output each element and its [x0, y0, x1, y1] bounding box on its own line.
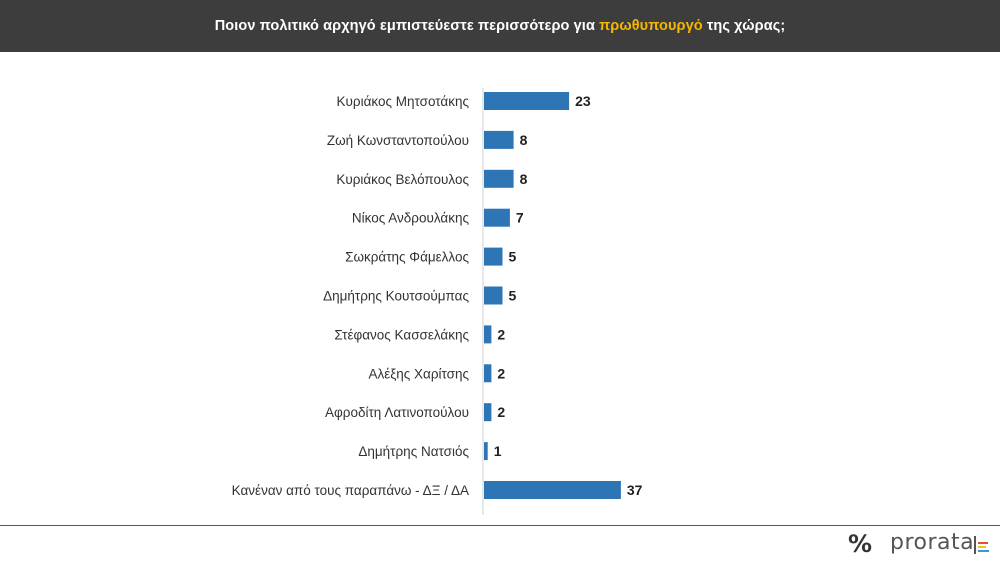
category-label: Αλέξης Χαρίτσης	[368, 366, 469, 381]
data-label: 5	[509, 249, 517, 265]
category-label: Κανέναν από τους παραπάνω - ΔΞ / ΔΑ	[232, 483, 469, 498]
data-label: 8	[520, 132, 528, 148]
brand-mark-icon	[974, 536, 990, 554]
percent-symbol: %	[848, 530, 873, 558]
data-label: 2	[497, 404, 505, 420]
bar	[484, 208, 510, 227]
bar	[484, 169, 514, 188]
category-label: Δημήτρης Νατσιός	[358, 444, 469, 459]
data-label: 2	[497, 365, 505, 381]
category-label: Νίκος Ανδρουλάκης	[352, 211, 470, 226]
footer-divider	[0, 525, 1000, 526]
bar	[484, 92, 570, 110]
category-label: Ζωή Κωνσταντοπούλου	[327, 133, 469, 148]
chart-title-bar: Ποιον πολιτικό αρχηγό εμπιστεύεστε περισ…	[0, 0, 1000, 52]
data-label: 2	[497, 326, 505, 342]
category-label: Σωκράτης Φάμελλος	[345, 250, 469, 265]
bar	[484, 442, 488, 461]
data-label: 37	[627, 482, 643, 498]
title-text: Ποιον πολιτικό αρχηγό εμπιστεύεστε περισ…	[214, 18, 595, 34]
bar	[484, 286, 503, 305]
title-highlight: πρωθυπουργό	[599, 18, 703, 34]
bar	[484, 325, 492, 344]
data-label: 7	[516, 210, 524, 226]
category-label: Κυριάκος Μητσοτάκης	[337, 94, 470, 109]
brand-footer: % prorata	[848, 528, 998, 558]
bar-chart: Κυριάκος Μητσοτάκης 23 Ζωή Κωνσταντοπούλου…	[232, 88, 643, 515]
category-label: Αφροδίτη Λατινοπούλου	[325, 405, 469, 420]
category-label: Κυριάκος Βελόπουλος	[336, 172, 469, 187]
bar	[484, 247, 503, 266]
data-label: 8	[520, 171, 528, 187]
data-label: 1	[494, 443, 502, 459]
data-label: 23	[575, 93, 591, 109]
bar	[484, 403, 492, 422]
data-label: 5	[509, 288, 517, 304]
bar	[484, 364, 492, 383]
bar	[484, 130, 514, 149]
brand-logo-text: prorata	[890, 530, 975, 555]
category-label: Δημήτρης Κουτσούμπας	[323, 289, 469, 304]
category-label: Στέφανος Κασσελάκης	[334, 327, 469, 342]
title-text-end: της χώρας;	[706, 18, 786, 34]
bar	[484, 481, 621, 499]
